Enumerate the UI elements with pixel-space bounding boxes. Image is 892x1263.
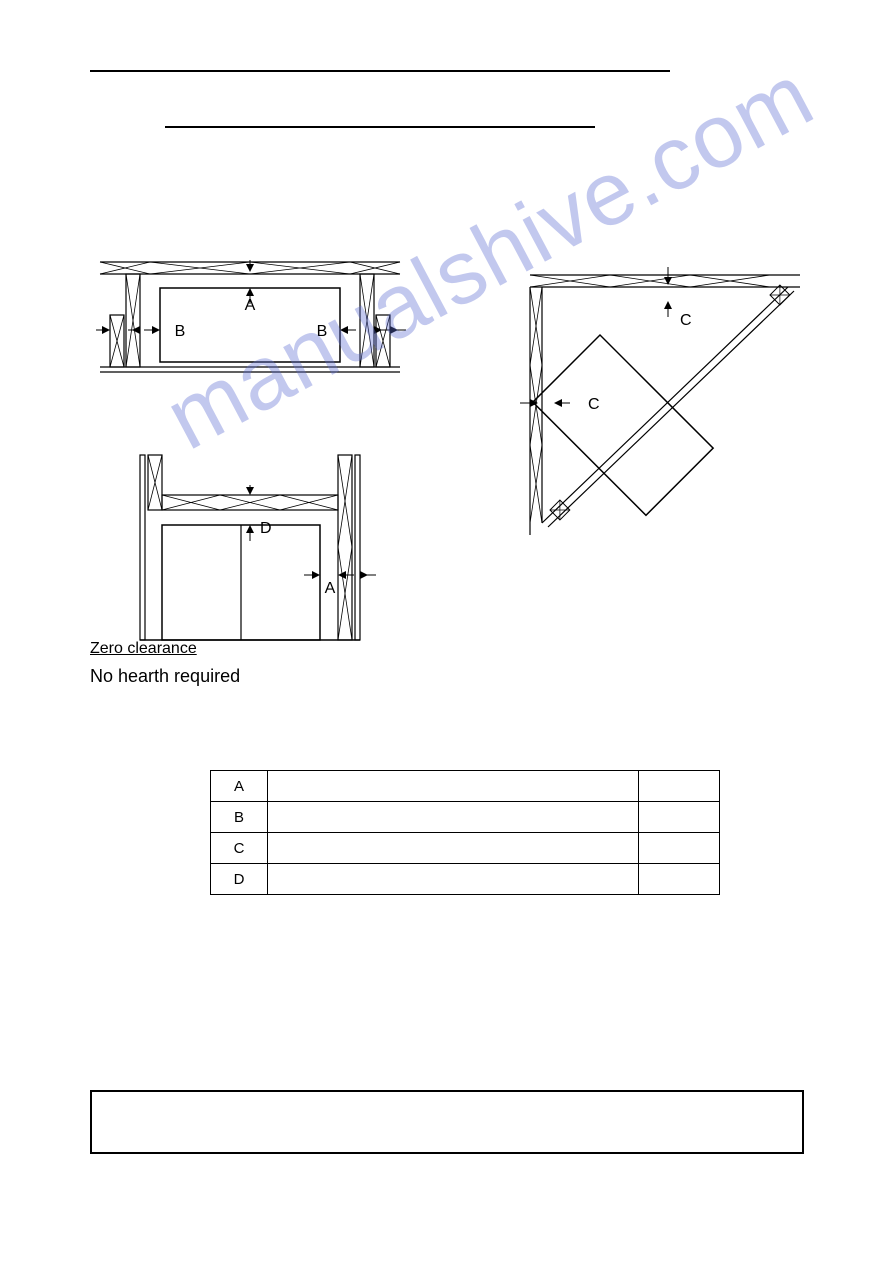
- table-row: A: [211, 771, 720, 802]
- table-row: B: [211, 802, 720, 833]
- label-C-top: C: [680, 312, 692, 329]
- cell-key: A: [211, 771, 268, 802]
- caption-zero-clearance: Zero clearance: [90, 640, 197, 658]
- dimension-A-side: A: [304, 571, 376, 597]
- table-row: D: [211, 864, 720, 895]
- horizontal-rule-top: [90, 70, 670, 72]
- label-A-side: A: [325, 580, 336, 597]
- cell-desc: [268, 802, 639, 833]
- cell-value: [639, 771, 720, 802]
- label-B-left: B: [175, 323, 186, 340]
- cell-desc: [268, 864, 639, 895]
- dimension-C-side: C: [520, 396, 600, 413]
- cell-value: [639, 802, 720, 833]
- dimension-B-right: B: [317, 323, 406, 340]
- diagram-front-elevation: D A: [140, 455, 376, 640]
- cell-value: [639, 864, 720, 895]
- diagram-area: A B: [90, 260, 810, 690]
- diagram-corner-plan: C C: [520, 267, 800, 535]
- diagrams-svg: A B: [90, 260, 810, 690]
- label-A: A: [245, 297, 256, 314]
- diagram-top-plan: A B: [96, 260, 406, 372]
- caption-no-hearth: No hearth required: [90, 666, 240, 687]
- cell-desc: [268, 833, 639, 864]
- page-root: A B: [0, 0, 892, 1263]
- dimension-C-top: C: [664, 267, 692, 329]
- cell-desc: [268, 771, 639, 802]
- cell-key: C: [211, 833, 268, 864]
- cell-key: D: [211, 864, 268, 895]
- table-row: C: [211, 833, 720, 864]
- cell-key: B: [211, 802, 268, 833]
- clearance-table: A B C D: [210, 770, 720, 895]
- notice-box: [90, 1090, 804, 1154]
- dimension-A-top: A: [245, 260, 256, 314]
- cell-value: [639, 833, 720, 864]
- dimension-D: D: [246, 485, 272, 541]
- label-C-side: C: [588, 396, 600, 413]
- label-D: D: [260, 520, 272, 537]
- horizontal-rule-sub: [165, 126, 595, 128]
- label-B-right: B: [317, 323, 328, 340]
